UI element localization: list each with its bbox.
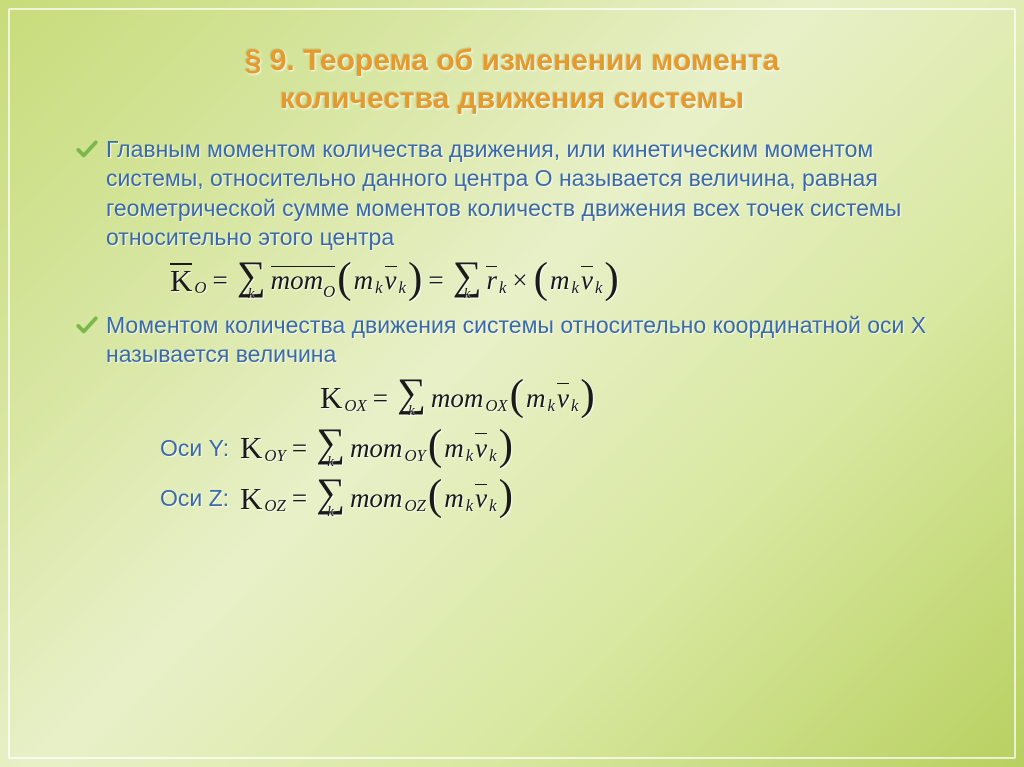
paragraph-2: Моментом количества движения системы отн… [106, 311, 964, 370]
bullet-1: Главным моментом количества движения, ил… [80, 135, 964, 253]
paragraph-1: Главным моментом количества движения, ил… [106, 135, 964, 253]
bullet-2: Моментом количества движения системы отн… [80, 311, 964, 370]
check-icon [74, 313, 100, 339]
check-icon [74, 137, 100, 163]
